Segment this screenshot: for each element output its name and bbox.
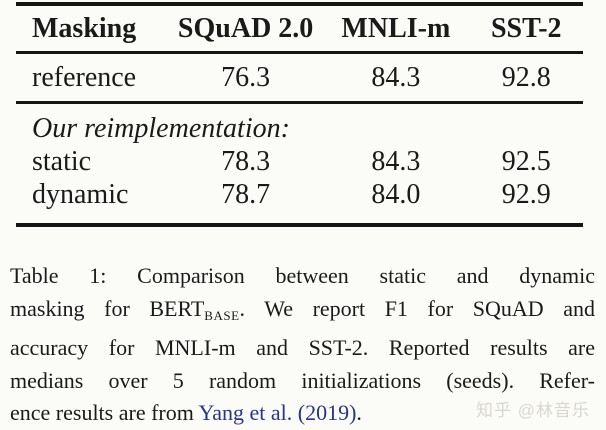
cell-value: 92.5	[501, 146, 551, 177]
cell-value: 78.3	[221, 146, 271, 177]
caption-text: medians over 5 random initializations (s…	[10, 367, 595, 393]
section-label-row: Our reimplementation:	[16, 103, 583, 146]
row-label: dynamic	[32, 179, 129, 210]
caption-line: masking for BERTBASE. We report F1 for S…	[10, 293, 595, 333]
table-row: dynamic 78.7 84.0 92.9	[16, 178, 583, 225]
table-caption: Table 1: Comparison between static and d…	[10, 260, 595, 430]
caption-text: Table 1: Comparison between static and d…	[10, 263, 595, 288]
caption-text: accuracy for MNLI-m and SST-2. Reported …	[10, 335, 595, 360]
caption-text: . We report F1 for SQuAD and	[239, 295, 596, 321]
results-table: Masking SQuAD 2.0 MNLI-m SST-2 reference…	[16, 2, 583, 227]
row-label: static	[32, 146, 92, 177]
cell-value: 76.3	[221, 62, 271, 93]
table-row: static 78.3 84.3 92.5	[16, 145, 583, 178]
cell-value: 84.3	[371, 62, 421, 93]
column-header-masking: Masking	[32, 13, 137, 44]
bert-base-subscript: BASE	[204, 307, 240, 323]
cell-value: 78.7	[221, 179, 271, 210]
caption-line: accuracy for MNLI-m and SST-2. Reported …	[10, 332, 595, 365]
section-label: Our reimplementation:	[32, 113, 290, 144]
row-label: reference	[32, 62, 137, 93]
column-header-sst2: SST-2	[490, 13, 562, 44]
caption-line: ence results are from Yang et al. (2019)…	[10, 397, 595, 430]
table-row: reference 76.3 84.3 92.8	[16, 53, 583, 103]
column-header-mnli: MNLI-m	[341, 13, 451, 44]
column-header-squad: SQuAD 2.0	[177, 13, 314, 44]
caption-text: ence results are from	[10, 400, 199, 425]
cell-value: 92.8	[501, 62, 551, 93]
caption-line: Table 1: Comparison between static and d…	[10, 260, 595, 293]
table-header-row: Masking SQuAD 2.0 MNLI-m SST-2	[16, 4, 583, 53]
cell-value: 84.0	[371, 179, 421, 210]
caption-text: .	[356, 400, 362, 425]
caption-text: masking for BERT	[10, 295, 205, 321]
citation-link[interactable]: Yang et al. (2019)	[198, 400, 357, 425]
cell-value: 84.3	[371, 146, 421, 177]
caption-line: medians over 5 random initializations (s…	[10, 365, 595, 398]
cell-value: 92.9	[501, 179, 551, 210]
zhihu-watermark: 知乎 @林音乐	[476, 401, 590, 420]
